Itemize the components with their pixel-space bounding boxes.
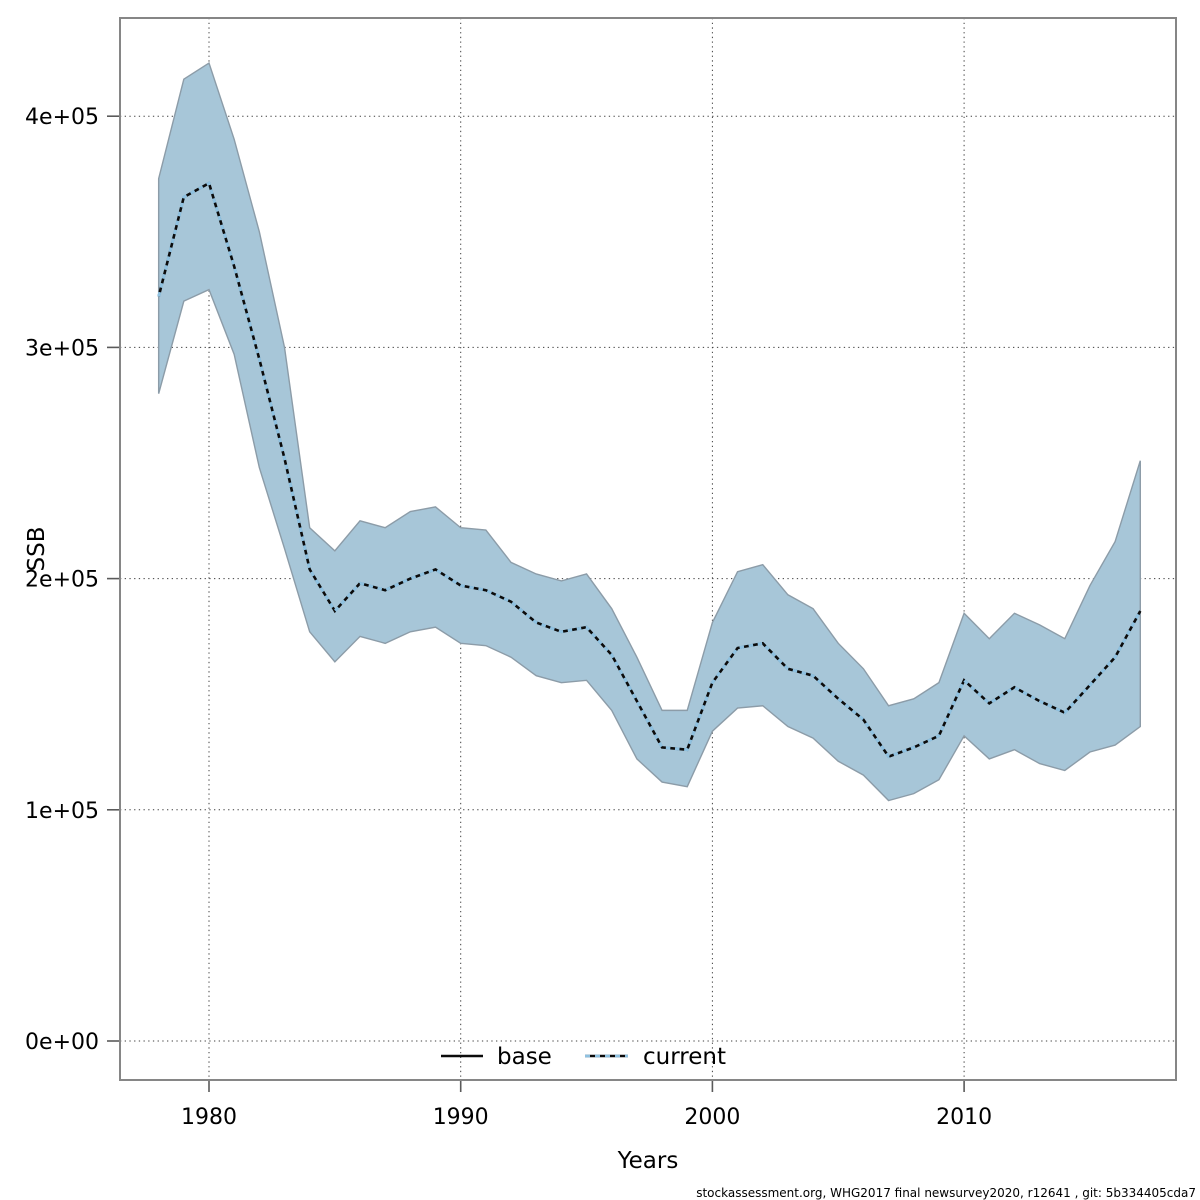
x-tick-label: 1980 (181, 1105, 237, 1130)
x-tick-label: 2000 (684, 1105, 740, 1130)
y-tick-label: 0e+00 (25, 1030, 99, 1055)
y-tick-label: 1e+05 (25, 799, 99, 824)
y-axis-title: SSB (24, 527, 50, 572)
y-tick-label: 4e+05 (25, 105, 99, 130)
x-tick-label: 1990 (433, 1105, 489, 1130)
footer-attribution: stockassessment.org, WHG2017 final newsu… (696, 1186, 1196, 1200)
y-tick-label: 3e+05 (25, 336, 99, 361)
x-axis-title: Years (617, 1148, 679, 1174)
grid-layer (120, 18, 1176, 1080)
legend-base-label: base (497, 1044, 552, 1070)
current-line (157, 180, 1142, 759)
confidence-band (157, 61, 1141, 802)
plot-frame (119, 17, 1177, 1081)
tick-layer: 1980 1990 2000 2010 0e+00 1e+05 2e+05 3e+05 4e+0… (25, 105, 992, 1130)
x-tick-label: 2010 (936, 1105, 992, 1130)
legend: base current (441, 1044, 726, 1070)
legend-current-label: current (643, 1044, 726, 1070)
y-tick-label: 2e+05 (25, 568, 99, 593)
